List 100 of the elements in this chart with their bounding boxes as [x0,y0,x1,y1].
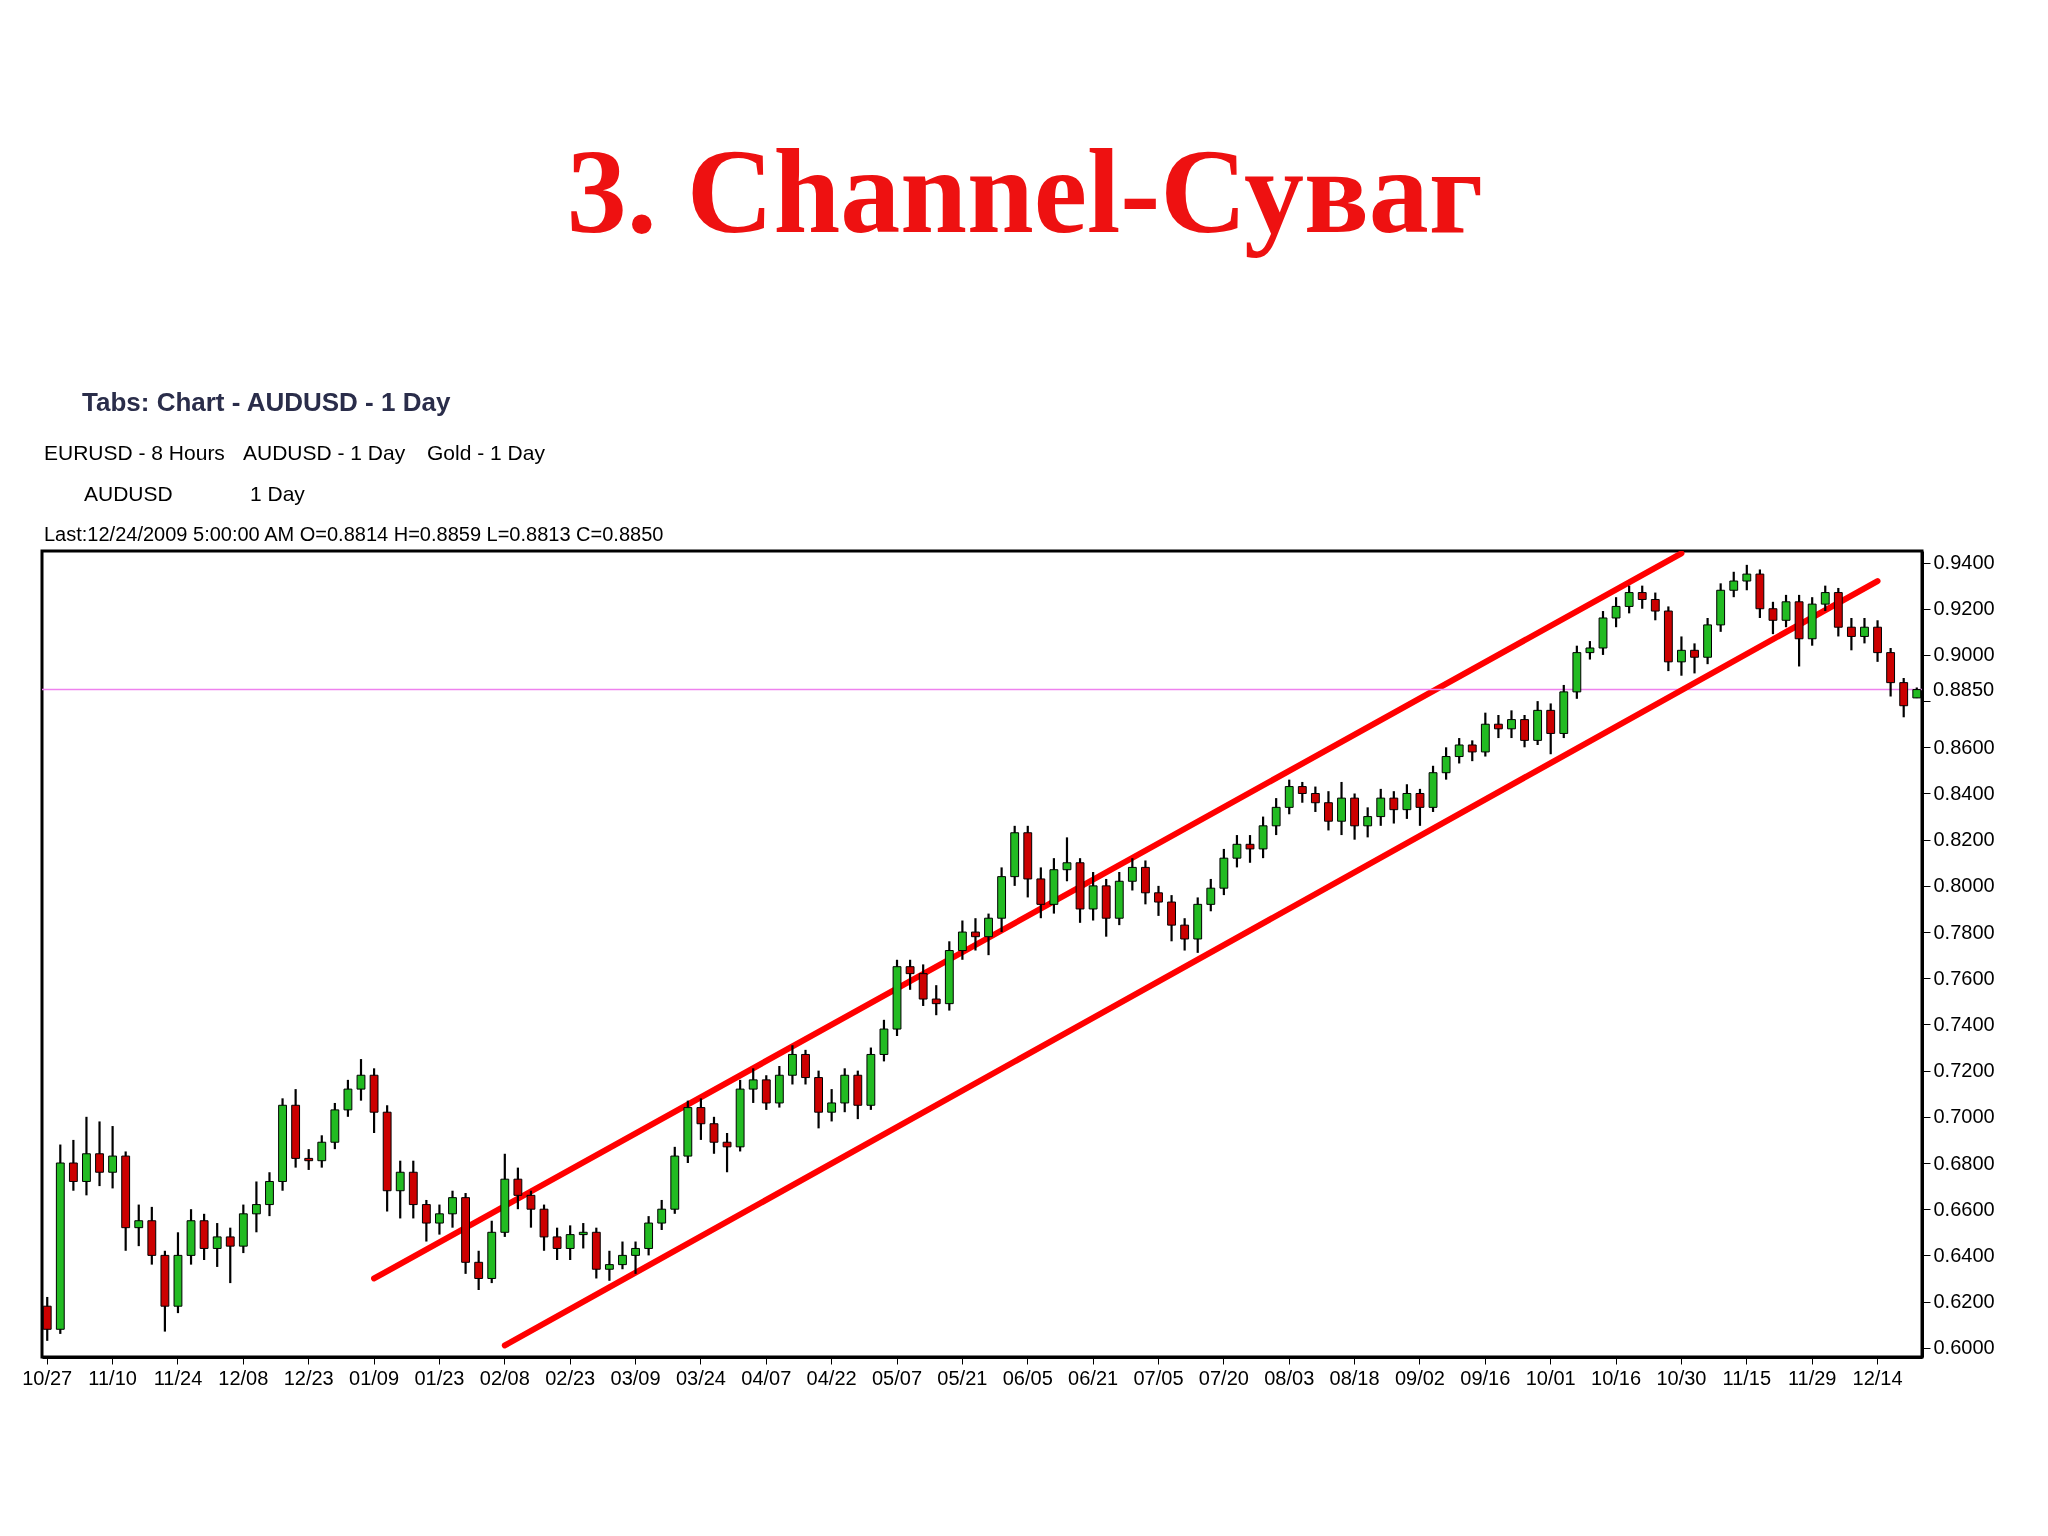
x-tick-label: 12/08 [218,1366,269,1389]
y-tick-label: 0.6600 [1933,1197,1995,1220]
x-tick-label: 05/21 [937,1366,988,1389]
candlestick [448,1189,457,1229]
x-tick-label: 02/23 [545,1366,596,1389]
x-tick-label: 11/29 [1787,1366,1837,1389]
candlestick [931,984,941,1017]
candlestick [1324,790,1333,832]
candlestick [1206,877,1216,913]
candlestick [1062,836,1072,883]
x-tick-label: 01/09 [349,1366,400,1389]
x-tick-label: 03/24 [675,1366,726,1389]
candlestick [1742,563,1752,592]
candlestick [971,917,980,952]
candlestick [1677,635,1686,677]
x-tick-label: 08/18 [1329,1366,1380,1389]
text: AUDUSD - 1 Day [243,441,406,464]
candlestick [1415,787,1425,827]
text: AUDUSD [84,482,173,505]
y-tick-label: 0.9000 [1933,643,1995,666]
candlestick [526,1189,536,1229]
candlestick [1493,713,1503,740]
candlestick [1088,870,1098,922]
candlestick [108,1124,118,1190]
y-tick-label: 0.8000 [1933,874,1995,897]
x-tick-label: 12/14 [1852,1366,1903,1389]
candlestick [565,1224,575,1262]
candlestick [265,1171,274,1218]
candlestick [1167,894,1176,943]
x-tick-label: 10/27 [22,1366,73,1389]
x-tick-label: 07/20 [1198,1366,1249,1389]
candlestick [1337,780,1346,837]
y-tick-label: 0.7400 [1933,1012,1995,1035]
candlestick [1820,584,1830,613]
candlestick [1729,570,1739,599]
candlestick [578,1221,588,1250]
candlestick [1520,713,1529,749]
y-tick-label: 0.7200 [1933,1059,1995,1082]
candlestick [421,1198,431,1243]
chart-subtitle: Tabs: Chart - AUDUSD - 1 Day [82,387,451,417]
x-tick-label: 05/07 [871,1366,923,1389]
candlestick [474,1249,484,1292]
candlestick [801,1048,810,1086]
text: 1 Day [250,482,306,505]
x-tick-label: 11/10 [88,1366,137,1389]
x-tick-label: 09/02 [1394,1366,1445,1389]
candlestick [1507,709,1516,740]
x-tick-label: 08/03 [1264,1366,1315,1389]
candlestick [1127,857,1137,892]
candlestick [343,1078,353,1118]
x-tick-label: 10/16 [1591,1366,1642,1389]
candlestick [1546,702,1556,756]
x-tick-label: 11/24 [153,1366,203,1389]
candlestick [1624,584,1634,615]
text: EURUSD - 8 Hours [44,441,225,464]
x-tick-label: 06/21 [1068,1366,1119,1389]
candlestick [1899,676,1909,719]
candlestick [1245,833,1255,864]
candlestick [1389,790,1399,825]
x-tick-label: 10/01 [1525,1366,1576,1389]
candlestick [1310,785,1320,814]
candlestick [748,1067,758,1105]
candlestick [1611,596,1621,629]
x-tick-label: 11/15 [1722,1366,1772,1389]
y-tick-label: 0.8200 [1933,828,1995,851]
x-tick-label: 12/23 [283,1366,334,1389]
candlestick [1650,591,1660,622]
candlestick [356,1057,366,1102]
candlestick [696,1097,706,1142]
candlestick [1454,736,1464,765]
candlestick [1846,616,1856,652]
candlestick [225,1226,235,1285]
candlestick [827,1088,837,1123]
candlestick [604,1249,614,1282]
x-tick-label: 04/22 [806,1366,857,1389]
y-tick-label: 0.9400 [1933,551,1995,574]
candlestick [1690,642,1699,675]
candlestick [304,1148,314,1172]
candlestick [1585,639,1595,661]
candlestick [552,1226,562,1262]
candlestick [618,1240,627,1271]
candlestick [95,1120,104,1188]
candlestick [905,958,915,991]
candlestick [1637,584,1647,610]
y-tick-label: 0.8600 [1933,735,1995,758]
candlestick [1781,593,1791,629]
candlestick [1441,746,1451,781]
y-tick-label: 0.7600 [1933,966,1995,989]
candlestick [657,1198,667,1232]
candlestick [788,1044,797,1086]
chart-title: 3. Channel-Суваг [566,125,1484,258]
candlestick [1284,778,1294,816]
y-tick-label: 0.6800 [1933,1151,1995,1174]
candlestick [761,1074,771,1111]
y-tick-label: 0.7000 [1933,1105,1995,1128]
candlestick [709,1115,719,1155]
candlestick [1297,780,1307,804]
candlestick [631,1240,640,1275]
candlestick [134,1203,144,1248]
x-tick-label: 10/30 [1656,1366,1707,1389]
